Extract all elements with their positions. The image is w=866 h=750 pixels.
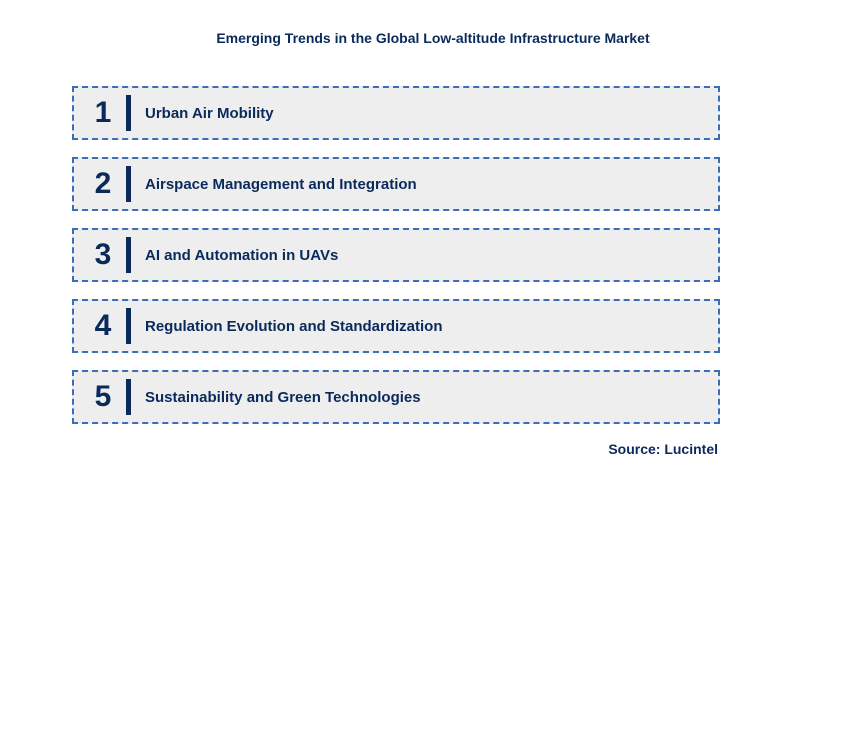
item-number: 5 [84, 380, 122, 414]
item-divider [126, 237, 131, 273]
infographic-container: Emerging Trends in the Global Low-altitu… [0, 0, 866, 457]
item-number: 4 [84, 309, 122, 343]
item-number: 2 [84, 167, 122, 201]
item-divider [126, 308, 131, 344]
list-item: 1 Urban Air Mobility [72, 86, 720, 140]
item-label: Regulation Evolution and Standardization [145, 318, 443, 335]
item-label: Sustainability and Green Technologies [145, 389, 421, 406]
item-label: Airspace Management and Integration [145, 176, 417, 193]
list-item: 2 Airspace Management and Integration [72, 157, 720, 211]
item-number: 3 [84, 238, 122, 272]
item-divider [126, 95, 131, 131]
trends-list: 1 Urban Air Mobility 2 Airspace Manageme… [0, 86, 720, 424]
item-number: 1 [84, 96, 122, 130]
list-item: 5 Sustainability and Green Technologies [72, 370, 720, 424]
item-label: AI and Automation in UAVs [145, 247, 338, 264]
item-divider [126, 379, 131, 415]
item-divider [126, 166, 131, 202]
list-item: 4 Regulation Evolution and Standardizati… [72, 299, 720, 353]
page-title: Emerging Trends in the Global Low-altitu… [0, 30, 866, 46]
item-label: Urban Air Mobility [145, 105, 274, 122]
list-item: 3 AI and Automation in UAVs [72, 228, 720, 282]
source-attribution: Source: Lucintel [0, 441, 866, 457]
